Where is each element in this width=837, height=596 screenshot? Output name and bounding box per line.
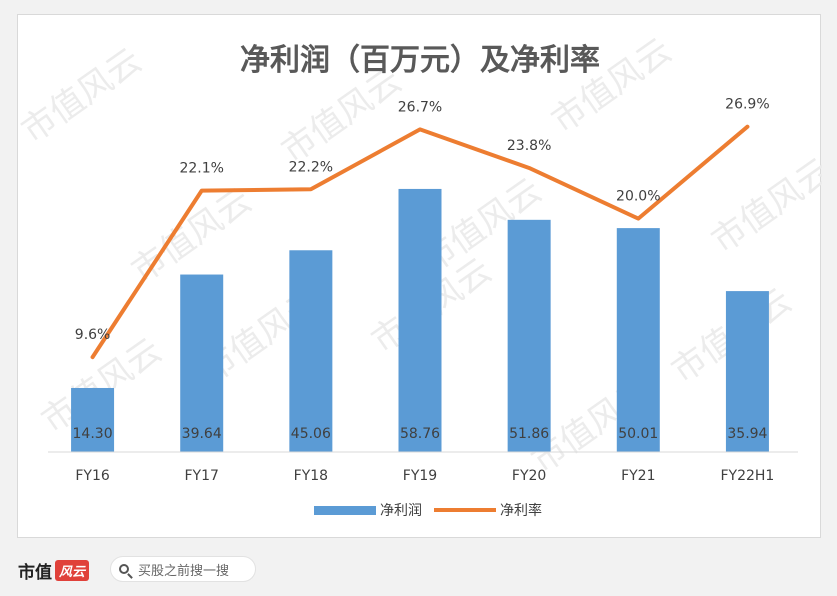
bar: [71, 387, 115, 452]
bar-value-label: 39.64: [182, 426, 222, 442]
x-tick-label: FY21: [621, 468, 655, 484]
chart-frame: 市值风云市值风云市值风云市值风云市值风云市值风云市值风云市值风云市值风云市值风云…: [17, 14, 822, 538]
line-value-label: 9.6%: [75, 327, 111, 343]
line-value-label: 26.7%: [398, 99, 442, 115]
watermark-text: 市值风云: [18, 41, 149, 152]
bar: [398, 188, 442, 452]
legend: 净利润 净利率: [314, 502, 542, 519]
bar-value-label: 51.86: [509, 426, 549, 442]
bar: [289, 250, 333, 452]
line-labels: 9.6% 22.1% 22.2% 26.7% 23.8% 20.0% 26.9%: [75, 97, 770, 343]
bar-value-label: 50.01: [618, 426, 658, 442]
bar: [180, 274, 224, 452]
x-tick-label: FY22H1: [720, 468, 774, 484]
search-icon: [119, 564, 129, 574]
footer: 市值 风云 买股之前搜一搜: [0, 540, 837, 596]
legend-bar-swatch: [314, 506, 376, 515]
bar-value-label: 45.06: [291, 426, 331, 442]
x-tick-label: FY20: [512, 468, 546, 484]
bar: [725, 291, 769, 452]
bar-value-label: 58.76: [400, 426, 440, 442]
legend-bar-label: 净利润: [380, 503, 422, 519]
legend-line-label: 净利率: [500, 502, 542, 519]
line-value-label: 22.1%: [179, 161, 223, 177]
x-tick-label: FY18: [294, 468, 328, 484]
line-value-label: 26.9%: [725, 97, 769, 113]
line-series: [90, 124, 750, 360]
bar-labels: 14.30 39.64 45.06 58.76 51.86 50.01 35.94: [73, 426, 768, 442]
watermark-text: 市值风云: [705, 151, 822, 262]
search-bar[interactable]: 买股之前搜一搜: [110, 556, 256, 582]
line-value-label: 23.8%: [507, 138, 551, 154]
chart-title: 净利润（百万元）及净利率: [240, 43, 600, 78]
bar-value-label: 14.30: [73, 426, 113, 442]
bar: [616, 228, 660, 452]
bar-value-label: 35.94: [727, 426, 767, 442]
bar-series: [71, 188, 769, 452]
x-tick-label: FY19: [403, 468, 437, 484]
line-value-label: 22.2%: [289, 159, 333, 175]
bar: [507, 219, 551, 452]
brand-text: 市值: [18, 563, 52, 583]
chart-svg: 市值风云市值风云市值风云市值风云市值风云市值风云市值风云市值风云市值风云市值风云…: [18, 31, 822, 519]
brand-logo: 市值 风云: [18, 558, 90, 583]
search-text: 买股之前搜一搜: [138, 563, 230, 579]
brand-mark: 风云: [55, 560, 90, 581]
x-tick-labels: FY16 FY17 FY18 FY19 FY20 FY21 FY22H1: [75, 468, 774, 484]
x-tick-label: FY17: [185, 468, 219, 484]
x-tick-label: FY16: [75, 468, 110, 484]
line-value-label: 20.0%: [616, 189, 660, 205]
